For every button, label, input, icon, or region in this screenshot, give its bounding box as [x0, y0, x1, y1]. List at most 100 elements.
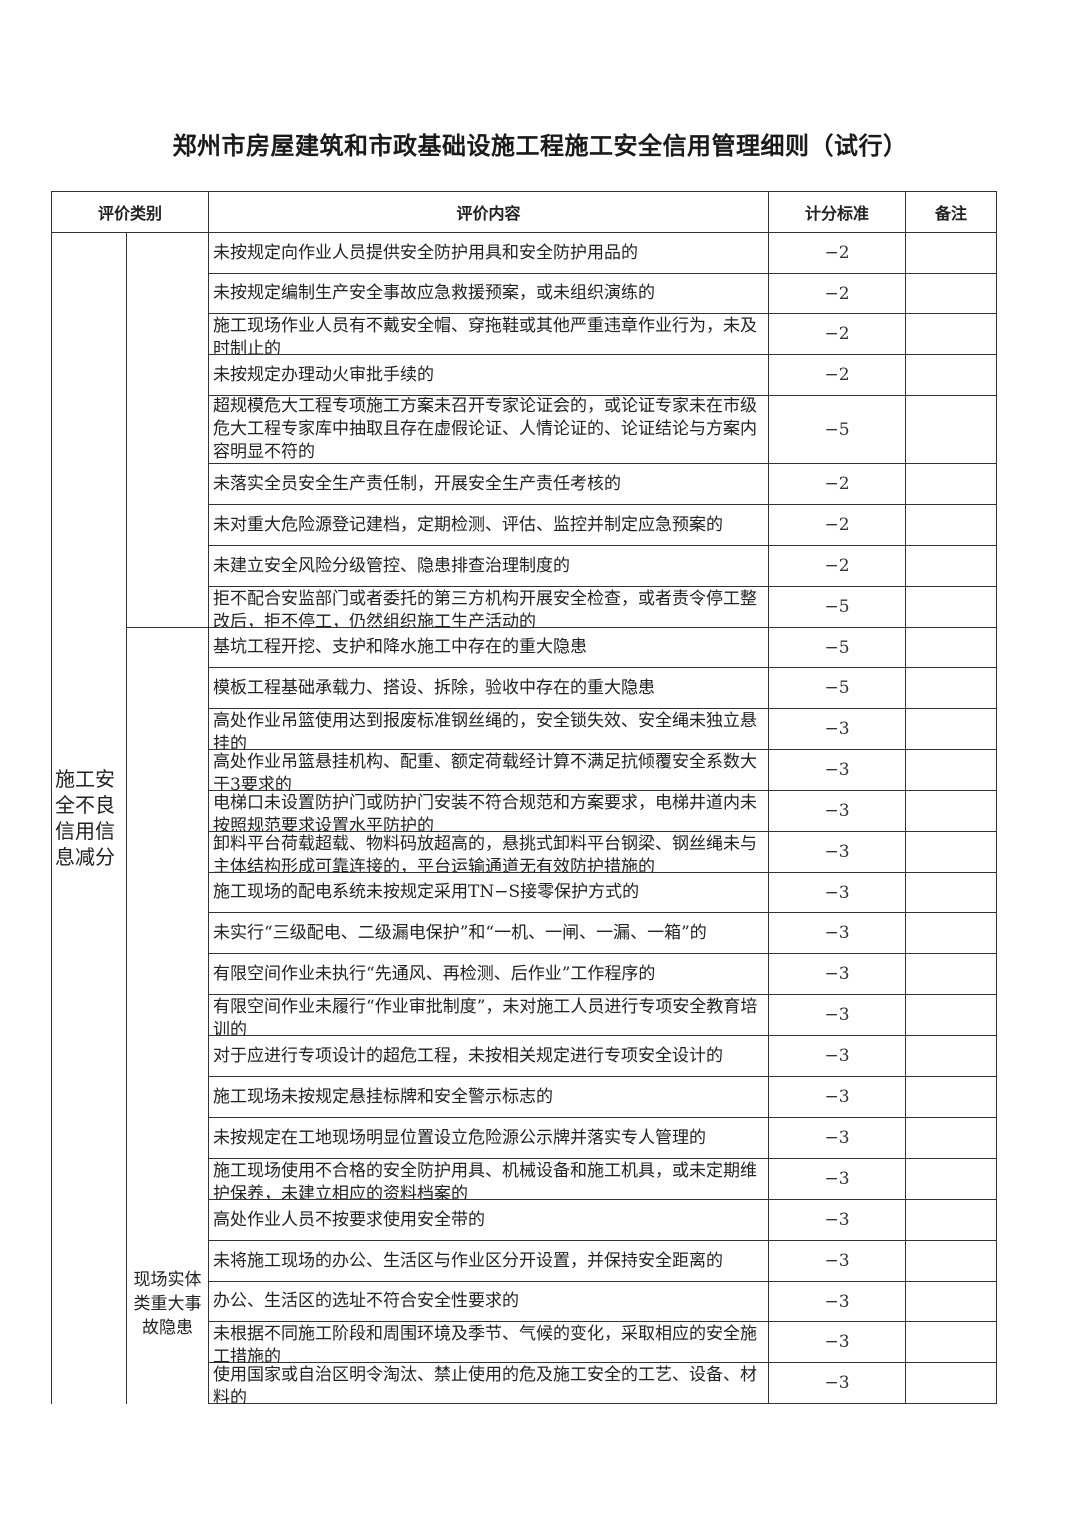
evaluation-content-text: 未根据不同施工阶段和周围环境及季节、气候的变化，采取相应的安全施工措施的 — [213, 1323, 758, 1362]
evaluation-content: 未建立安全风险分级管控、隐患排查治理制度的 — [208, 545, 770, 587]
table-row: 未实行“三级配电、二级漏电保护”和“一机、一闸、一漏、一箱”的 −3 — [52, 912, 998, 954]
remark-cell — [905, 1199, 998, 1241]
evaluation-content-text: 施工现场的配电系统未按规定采用TN−S接零保护方式的 — [213, 882, 640, 902]
score-value: −3 — [768, 1035, 907, 1077]
score-value: −3 — [768, 872, 907, 913]
remark-cell — [905, 1240, 998, 1282]
table-row: 模板工程基础承载力、搭设、拆除，验收中存在的重大隐患 −5 — [52, 667, 998, 709]
score-value: −3 — [768, 1321, 907, 1363]
evaluation-content-text: 未按规定办理动火审批手续的 — [213, 364, 435, 385]
evaluation-content: 有限空间作业未执行“先通风、再检测、后作业”工作程序的 — [208, 953, 770, 995]
score-value: −5 — [768, 395, 907, 464]
evaluation-content: 对于应进行专项设计的超危工程，未按相关规定进行专项安全设计的 — [208, 1035, 770, 1077]
evaluation-content-text: 超规模危大工程专项施工方案未召开专家论证会的，或论证专家未在市级危大工程专家库中… — [213, 396, 758, 463]
document-title: 郑州市房屋建筑和市政基础设施工程施工安全信用管理细则（试行） — [172, 131, 908, 160]
evaluation-content: 施工现场的配电系统未按规定采用TN−S接零保护方式的 — [208, 872, 770, 913]
evaluation-content-text: 高处作业吊篮悬挂机构、配重、额定荷载经计算不满足抗倾覆安全系数大于3要求的 — [213, 751, 758, 790]
score-value: −5 — [768, 586, 907, 628]
remark-cell — [905, 627, 998, 668]
remark-cell — [905, 1117, 998, 1159]
score-value: −2 — [768, 232, 907, 274]
table-row: 施工现场的配电系统未按规定采用TN−S接零保护方式的 −3 — [52, 872, 998, 913]
evaluation-content-text: 卸料平台荷载超载、物料码放超高的，悬挑式卸料平台钢梁、钢丝绳未与主体结构形成可靠… — [213, 833, 758, 872]
evaluation-content-text: 未建立安全风险分级管控、隐患排查治理制度的 — [213, 555, 571, 576]
score-value: −2 — [768, 354, 907, 396]
evaluation-content: 未对重大危险源登记建档，定期检测、评估、监控并制定应急预案的 — [208, 504, 770, 546]
evaluation-content: 未实行“三级配电、二级漏电保护”和“一机、一闸、一漏、一箱”的 — [208, 912, 770, 954]
score-value: −3 — [768, 749, 907, 791]
remark-cell — [905, 313, 998, 355]
table-row: 未按规定编制生产安全事故应急救援预案，或未组织演练的 −2 — [52, 273, 998, 314]
remark-cell — [905, 1158, 998, 1200]
score-value: −2 — [768, 313, 907, 355]
evaluation-content: 高处作业吊篮悬挂机构、配重、额定荷载经计算不满足抗倾覆安全系数大于3要求的 — [208, 749, 770, 791]
category-sub: 现场实体类重大事故隐患 — [125, 627, 210, 1404]
evaluation-content: 施工现场未按规定悬挂标牌和安全警示标志的 — [208, 1076, 770, 1118]
table-row: 未根据不同施工阶段和周围环境及季节、气候的变化，采取相应的安全施工措施的 −3 — [52, 1321, 998, 1363]
evaluation-content-text: 基坑工程开挖、支护和降水施工中存在的重大隐患 — [213, 637, 588, 657]
evaluation-content: 模板工程基础承载力、搭设、拆除，验收中存在的重大隐患 — [208, 667, 770, 709]
score-value: −2 — [768, 545, 907, 587]
evaluation-content-text: 施工现场使用不合格的安全防护用具、机械设备和施工机具，或未定期维护保养，未建立相… — [213, 1160, 758, 1199]
table-row: 现场实体类重大事故隐患 基坑工程开挖、支护和降水施工中存在的重大隐患 −5 — [52, 627, 998, 1404]
evaluation-content: 办公、生活区的选址不符合安全性要求的 — [208, 1281, 770, 1322]
remark-cell — [905, 463, 998, 505]
score-value: −3 — [768, 1117, 907, 1159]
evaluation-content-text: 办公、生活区的选址不符合安全性要求的 — [213, 1291, 520, 1311]
table-row: 高处作业吊篮使用达到报废标准钢丝绳的，安全锁失效、安全绳未独立悬挂的 −3 — [52, 708, 998, 750]
evaluation-content-text: 模板工程基础承载力、搭设、拆除，验收中存在的重大隐患 — [213, 677, 656, 698]
evaluation-content-text: 施工现场作业人员有不戴安全帽、穿拖鞋或其他严重违章作业行为，未及时制止的 — [213, 315, 758, 354]
evaluation-content-text: 有限空间作业未执行“先通风、再检测、后作业”工作程序的 — [213, 963, 656, 984]
remark-cell — [905, 354, 998, 396]
table-row: 拒不配合安监部门或者委托的第三方机构开展安全检查，或者责令停工整改后，拒不停工，… — [52, 586, 998, 628]
remark-cell — [905, 831, 998, 873]
remark-cell — [905, 912, 998, 954]
score-value: −2 — [768, 273, 907, 314]
evaluation-content-text: 未按规定向作业人员提供安全防护用具和安全防护用品的 — [213, 242, 639, 263]
remark-cell — [905, 1035, 998, 1077]
evaluation-content: 拒不配合安监部门或者委托的第三方机构开展安全检查，或者责令停工整改后，拒不停工，… — [208, 586, 770, 628]
score-value: −3 — [768, 790, 907, 832]
score-value: −3 — [768, 1281, 907, 1322]
evaluation-content: 未落实全员安全生产责任制，开展安全生产责任考核的 — [208, 463, 770, 505]
evaluation-content: 电梯口未设置防护门或防护门安装不符合规范和方案要求，电梯井道内未按照规范要求设置… — [208, 790, 770, 832]
evaluation-content-text: 未实行“三级配电、二级漏电保护”和“一机、一闸、一漏、一箱”的 — [213, 922, 707, 943]
evaluation-content: 高处作业人员不按要求使用安全带的 — [208, 1199, 770, 1241]
remark-cell — [905, 1076, 998, 1118]
evaluation-content-text: 未按规定编制生产安全事故应急救援预案，或未组织演练的 — [213, 283, 656, 303]
evaluation-content: 卸料平台荷载超载、物料码放超高的，悬挑式卸料平台钢梁、钢丝绳未与主体结构形成可靠… — [208, 831, 770, 873]
evaluation-content: 未按规定在工地现场明显位置设立危险源公示牌并落实专人管理的 — [208, 1117, 770, 1159]
evaluation-content: 未按规定编制生产安全事故应急救援预案，或未组织演练的 — [208, 273, 770, 314]
score-value: −2 — [768, 463, 907, 505]
table-row: 未按规定在工地现场明显位置设立危险源公示牌并落实专人管理的 −3 — [52, 1117, 998, 1159]
evaluation-content: 高处作业吊篮使用达到报废标准钢丝绳的，安全锁失效、安全绳未独立悬挂的 — [208, 708, 770, 750]
header-content: 评价内容 — [208, 191, 770, 233]
score-value: −3 — [768, 1158, 907, 1200]
evaluation-content-text: 未落实全员安全生产责任制，开展安全生产责任考核的 — [213, 473, 622, 494]
evaluation-content-text: 有限空间作业未履行“作业审批制度”，未对施工人员进行专项安全教育培训的 — [213, 996, 758, 1035]
category-sub — [125, 232, 210, 628]
header-score: 计分标准 — [768, 191, 907, 233]
score-value: −3 — [768, 994, 907, 1036]
remark-cell — [905, 790, 998, 832]
remark-cell — [905, 586, 998, 628]
table-row: 高处作业人员不按要求使用安全带的 −3 — [52, 1199, 998, 1241]
evaluation-content: 有限空间作业未履行“作业审批制度”，未对施工人员进行专项安全教育培训的 — [208, 994, 770, 1036]
table-row: 未按规定办理动火审批手续的 −2 — [52, 354, 998, 396]
table-row: 高处作业吊篮悬挂机构、配重、额定荷载经计算不满足抗倾覆安全系数大于3要求的 −3 — [52, 749, 998, 791]
evaluation-content: 基坑工程开挖、支护和降水施工中存在的重大隐患 — [208, 627, 770, 668]
score-value: −3 — [768, 912, 907, 954]
evaluation-content: 施工现场作业人员有不戴安全帽、穿拖鞋或其他严重违章作业行为，未及时制止的 — [208, 313, 770, 355]
remark-cell — [905, 994, 998, 1036]
table-row: 卸料平台荷载超载、物料码放超高的，悬挑式卸料平台钢梁、钢丝绳未与主体结构形成可靠… — [52, 831, 998, 873]
evaluation-content: 未按规定向作业人员提供安全防护用具和安全防护用品的 — [208, 232, 770, 274]
table-row: 使用国家或自治区明令淘汰、禁止使用的危及施工安全的工艺、设备、材料的 −3 — [52, 1362, 998, 1404]
table-row: 未将施工现场的办公、生活区与作业区分开设置，并保持安全距离的 −3 — [52, 1240, 998, 1282]
score-value: −5 — [768, 667, 907, 709]
remark-cell — [905, 749, 998, 791]
evaluation-content-text: 拒不配合安监部门或者委托的第三方机构开展安全检查，或者责令停工整改后，拒不停工，… — [213, 588, 758, 627]
score-value: −5 — [768, 627, 907, 668]
table-row: 施工现场使用不合格的安全防护用具、机械设备和施工机具，或未定期维护保养，未建立相… — [52, 1158, 998, 1200]
remark-cell — [905, 395, 998, 464]
remark-cell — [905, 667, 998, 709]
